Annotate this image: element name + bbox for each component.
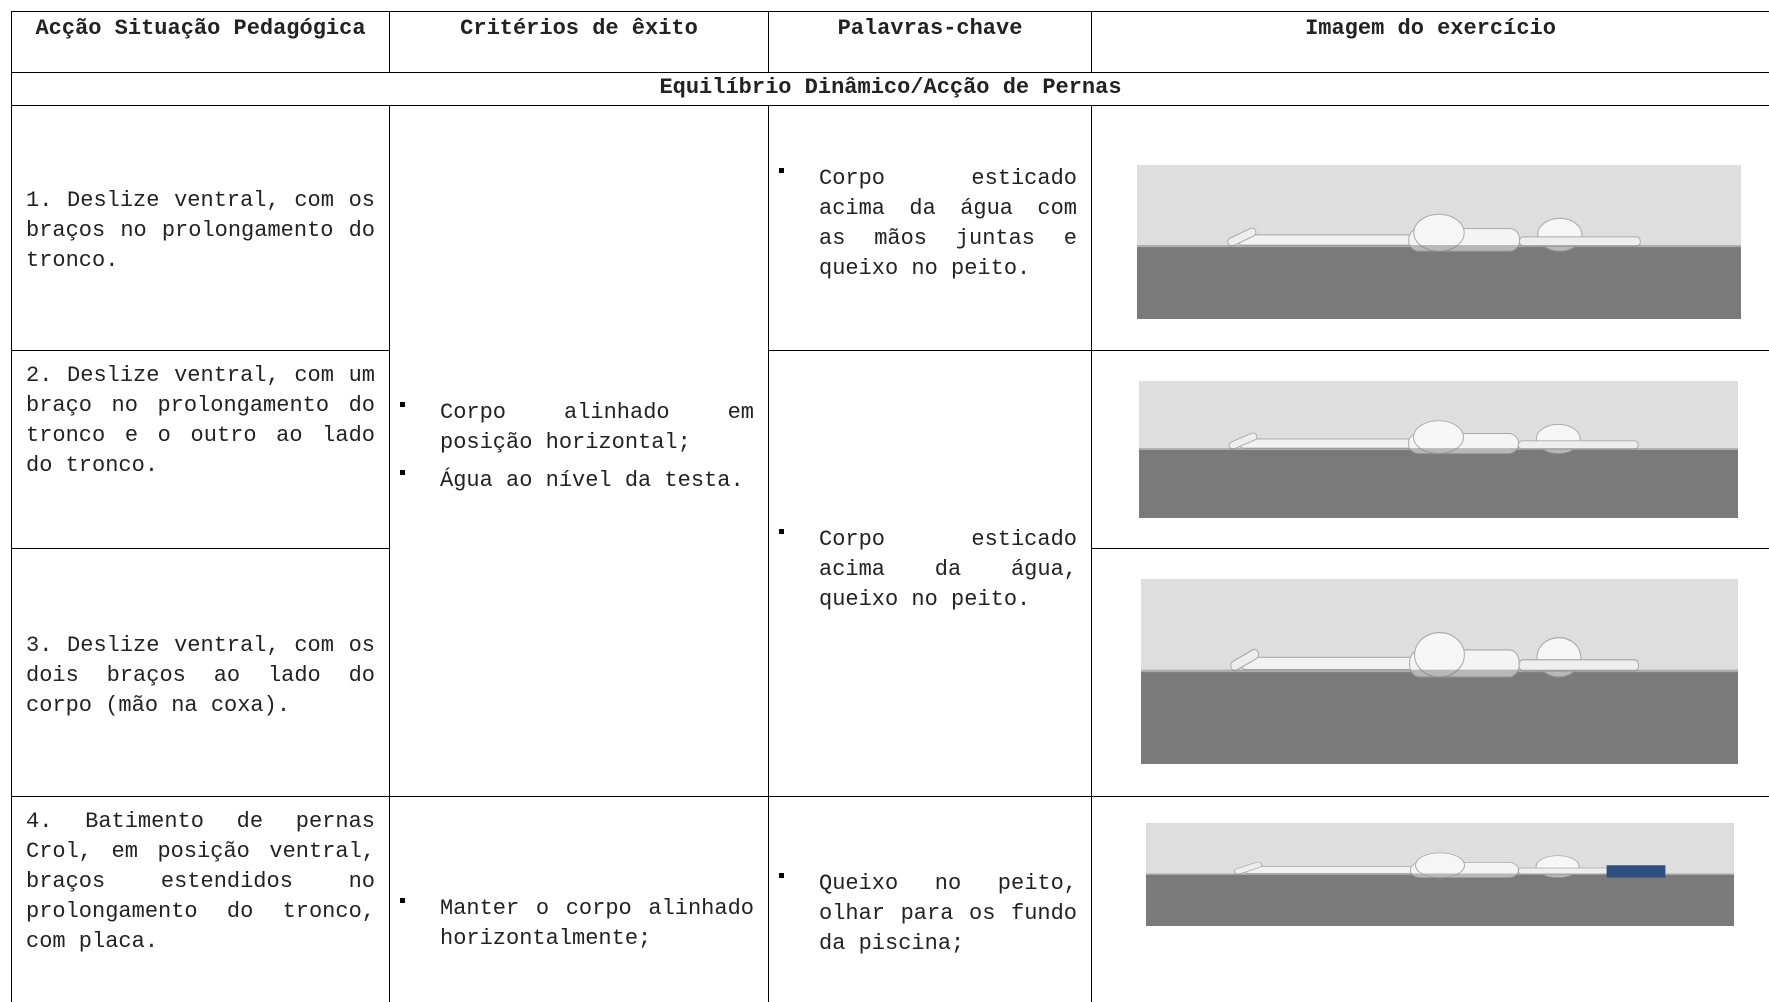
- exercise-image: [1141, 579, 1738, 764]
- figure-part: [1517, 440, 1639, 450]
- figure-part: [1227, 227, 1257, 247]
- keyword-item: Corpo esticado acima da água, queixo no …: [769, 525, 1077, 615]
- action-cell: 4. Batimento de pernas Crol, em posição …: [11, 796, 390, 1002]
- figure-part: [1518, 659, 1639, 672]
- figure-part: [1243, 866, 1421, 874]
- header-cell: Critérios de êxito: [389, 11, 769, 73]
- action-text: 1. Deslize ventral, com os braços no pro…: [26, 188, 375, 273]
- figure-part: [1141, 669, 1738, 764]
- section-title: Equilíbrio Dinâmico/Acção de Pernas: [659, 75, 1122, 100]
- figure-part: [1139, 448, 1738, 518]
- keywords-cell: Corpo esticado acima da água com as mãos…: [768, 105, 1092, 351]
- header-text: Critérios de êxito: [460, 16, 698, 41]
- figure-part: [1230, 648, 1260, 672]
- criteria-item-list: Manter o corpo alinhado horizontalmente;: [390, 894, 754, 962]
- figure-part: [1228, 432, 1258, 450]
- figure-part: [1519, 236, 1641, 247]
- action-text: 3. Deslize ventral, com os dois braços a…: [26, 632, 375, 718]
- exercise-image: [1139, 381, 1738, 518]
- action-text: 4. Batimento de pernas Crol, em posição …: [26, 809, 375, 954]
- section-cell: Equilíbrio Dinâmico/Acção de Pernas: [11, 72, 1769, 106]
- criteria-item: Água ao nível da testa.: [390, 466, 754, 496]
- keyword-item-list: Corpo esticado acima da água, queixo no …: [769, 525, 1077, 623]
- header-text: Palavras-chave: [837, 16, 1023, 41]
- header-cell: Palavras-chave: [768, 11, 1092, 73]
- keyword-item-list: Corpo esticado acima da água com as mãos…: [769, 164, 1077, 292]
- exercise-image: [1137, 165, 1741, 319]
- figure-part: [1233, 861, 1263, 875]
- header-text: Imagem do exercício: [1305, 16, 1556, 41]
- exercise-image: [1146, 823, 1734, 926]
- keyword-item-list: Queixo no peito, olhar para os fundo da …: [769, 869, 1077, 967]
- action-cell: 3. Deslize ventral, com os dois braços a…: [11, 548, 390, 797]
- criteria-cell: Manter o corpo alinhado horizontalmente;: [389, 796, 769, 1002]
- criteria-cell: Corpo alinhado em posição horizontal; Águ…: [389, 105, 769, 797]
- header-cell: Imagem do exercício: [1091, 11, 1769, 73]
- header-text: Acção Situação Pedagógica: [35, 16, 366, 41]
- figure-part: [1240, 656, 1421, 671]
- keywords-cell: Queixo no peito, olhar para os fundo da …: [768, 796, 1092, 1002]
- action-text: 2. Deslize ventral, com um braço no prol…: [26, 363, 375, 478]
- criteria-item: Corpo alinhado em posição horizontal;: [390, 398, 754, 458]
- keywords-cell: Corpo esticado acima da água, queixo no …: [768, 350, 1092, 797]
- header-cell: Acção Situação Pedagógica: [11, 11, 390, 73]
- figure-part: [1237, 234, 1420, 246]
- criteria-item: Manter o corpo alinhado horizontalmente;: [390, 894, 754, 954]
- keyword-item: Corpo esticado acima da água com as mãos…: [769, 164, 1077, 284]
- image-cell: [1091, 796, 1769, 1002]
- action-cell: 2. Deslize ventral, com um braço no prol…: [11, 350, 390, 549]
- figure-part: [1606, 865, 1666, 878]
- figure-part: [1146, 873, 1734, 926]
- figure-part: [1238, 438, 1420, 449]
- criteria-item-list: Corpo alinhado em posição horizontal; Águ…: [390, 398, 754, 504]
- keyword-item: Queixo no peito, olhar para os fundo da …: [769, 869, 1077, 959]
- action-cell: 1. Deslize ventral, com os braços no pro…: [11, 105, 390, 351]
- figure-part: [1137, 245, 1741, 319]
